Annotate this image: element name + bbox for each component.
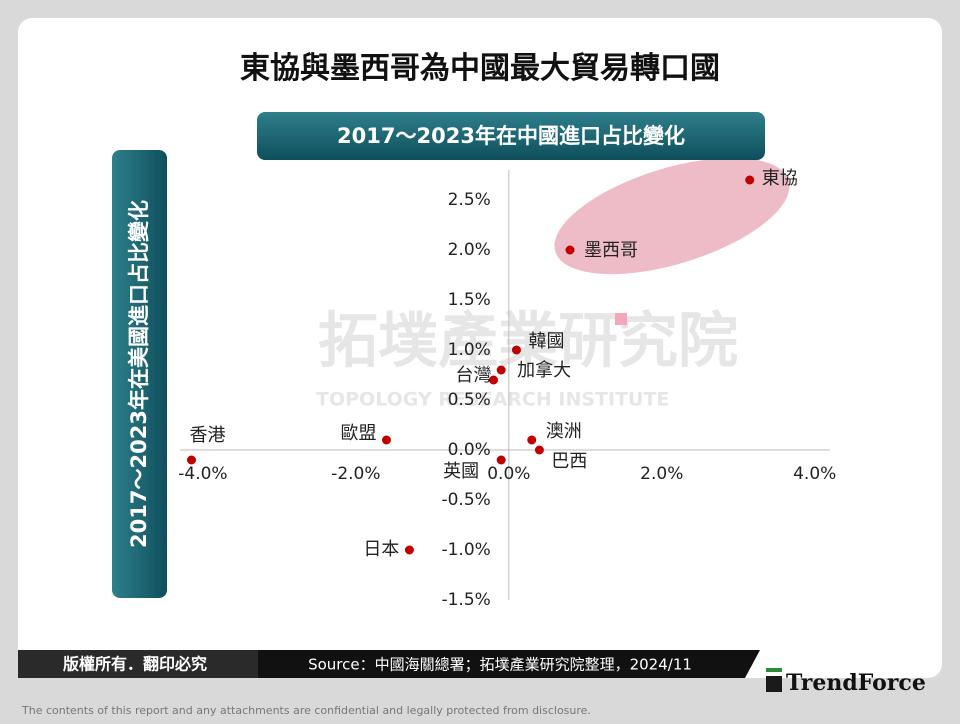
watermark: 拓墣產業研究院 TOPOLOGY RESEARCH INSTITUTE bbox=[316, 307, 738, 411]
y-tick-label: 0.5% bbox=[448, 390, 491, 410]
point bbox=[489, 375, 499, 385]
y-tick-label: 2.5% bbox=[448, 190, 491, 210]
point bbox=[511, 345, 521, 355]
y-tick-label: -1.5% bbox=[441, 590, 490, 610]
y-tick-label: -0.5% bbox=[441, 490, 490, 510]
point-label: 東協 bbox=[762, 168, 798, 189]
logo: TrendForce bbox=[786, 670, 926, 696]
point-label: 墨西哥 bbox=[584, 240, 638, 261]
point bbox=[404, 545, 414, 555]
x-tick-label: 0.0% bbox=[487, 464, 530, 484]
disclaimer: The contents of this report and any atta… bbox=[21, 704, 591, 717]
footer-left bbox=[18, 650, 258, 678]
point bbox=[534, 445, 544, 455]
y-axis-title: 2017～2023年在美國進口占比變化 bbox=[127, 200, 151, 548]
point bbox=[565, 245, 575, 255]
highlight-ellipse bbox=[554, 157, 790, 275]
point-label: 英國 bbox=[443, 461, 479, 482]
page-title: 東協與墨西哥為中國最大貿易轉口國 bbox=[240, 51, 720, 86]
point bbox=[527, 435, 537, 445]
plot: -4.0% -2.0% 0.0% 2.0% 4.0% 2.5% 2.0% 1.5% 1.0% 0.… bbox=[178, 168, 836, 610]
point-label: 歐盟 bbox=[340, 423, 376, 444]
watermark-en: TOPOLOGY RESEARCH INSTITUTE bbox=[316, 389, 669, 411]
decor-square bbox=[615, 313, 627, 325]
point-label: 加拿大 bbox=[517, 359, 571, 381]
y-tick-label: 1.5% bbox=[448, 290, 491, 310]
logo-mark bbox=[766, 676, 782, 692]
point-label: 韓國 bbox=[528, 331, 564, 352]
source: Source：中國海關總署；拓墣產業研究院整理，2024/11 bbox=[308, 656, 692, 674]
y-title-banner bbox=[112, 150, 167, 598]
point bbox=[496, 455, 506, 465]
x-tick-label: 2.0% bbox=[640, 464, 683, 484]
point bbox=[186, 455, 196, 465]
y-tick-label: 2.0% bbox=[448, 240, 491, 260]
x-title-banner bbox=[257, 112, 765, 160]
y-tick-label: 1.0% bbox=[448, 340, 491, 360]
point-label: 澳洲 bbox=[546, 421, 582, 442]
point-label: 日本 bbox=[363, 539, 399, 560]
footer-mid bbox=[258, 650, 760, 678]
logo-mark bbox=[766, 668, 782, 672]
x-tick-label: -2.0% bbox=[331, 464, 380, 484]
x-tick-label: 4.0% bbox=[793, 464, 836, 484]
x-axis-title: 2017～2023年在中國進口占比變化 bbox=[337, 124, 685, 148]
point-label: 台灣 bbox=[456, 365, 492, 386]
point bbox=[496, 365, 506, 375]
point bbox=[381, 435, 391, 445]
point-label: 巴西 bbox=[551, 451, 587, 472]
copyright: 版權所有．翻印必究 bbox=[62, 655, 207, 674]
watermark-cn: 拓墣產業研究院 bbox=[318, 307, 738, 377]
point-label: 香港 bbox=[189, 425, 225, 446]
y-tick-label: -1.0% bbox=[441, 540, 490, 560]
point bbox=[745, 175, 755, 185]
y-tick-label: 0.0% bbox=[448, 440, 491, 460]
x-tick-label: -4.0% bbox=[178, 464, 227, 484]
